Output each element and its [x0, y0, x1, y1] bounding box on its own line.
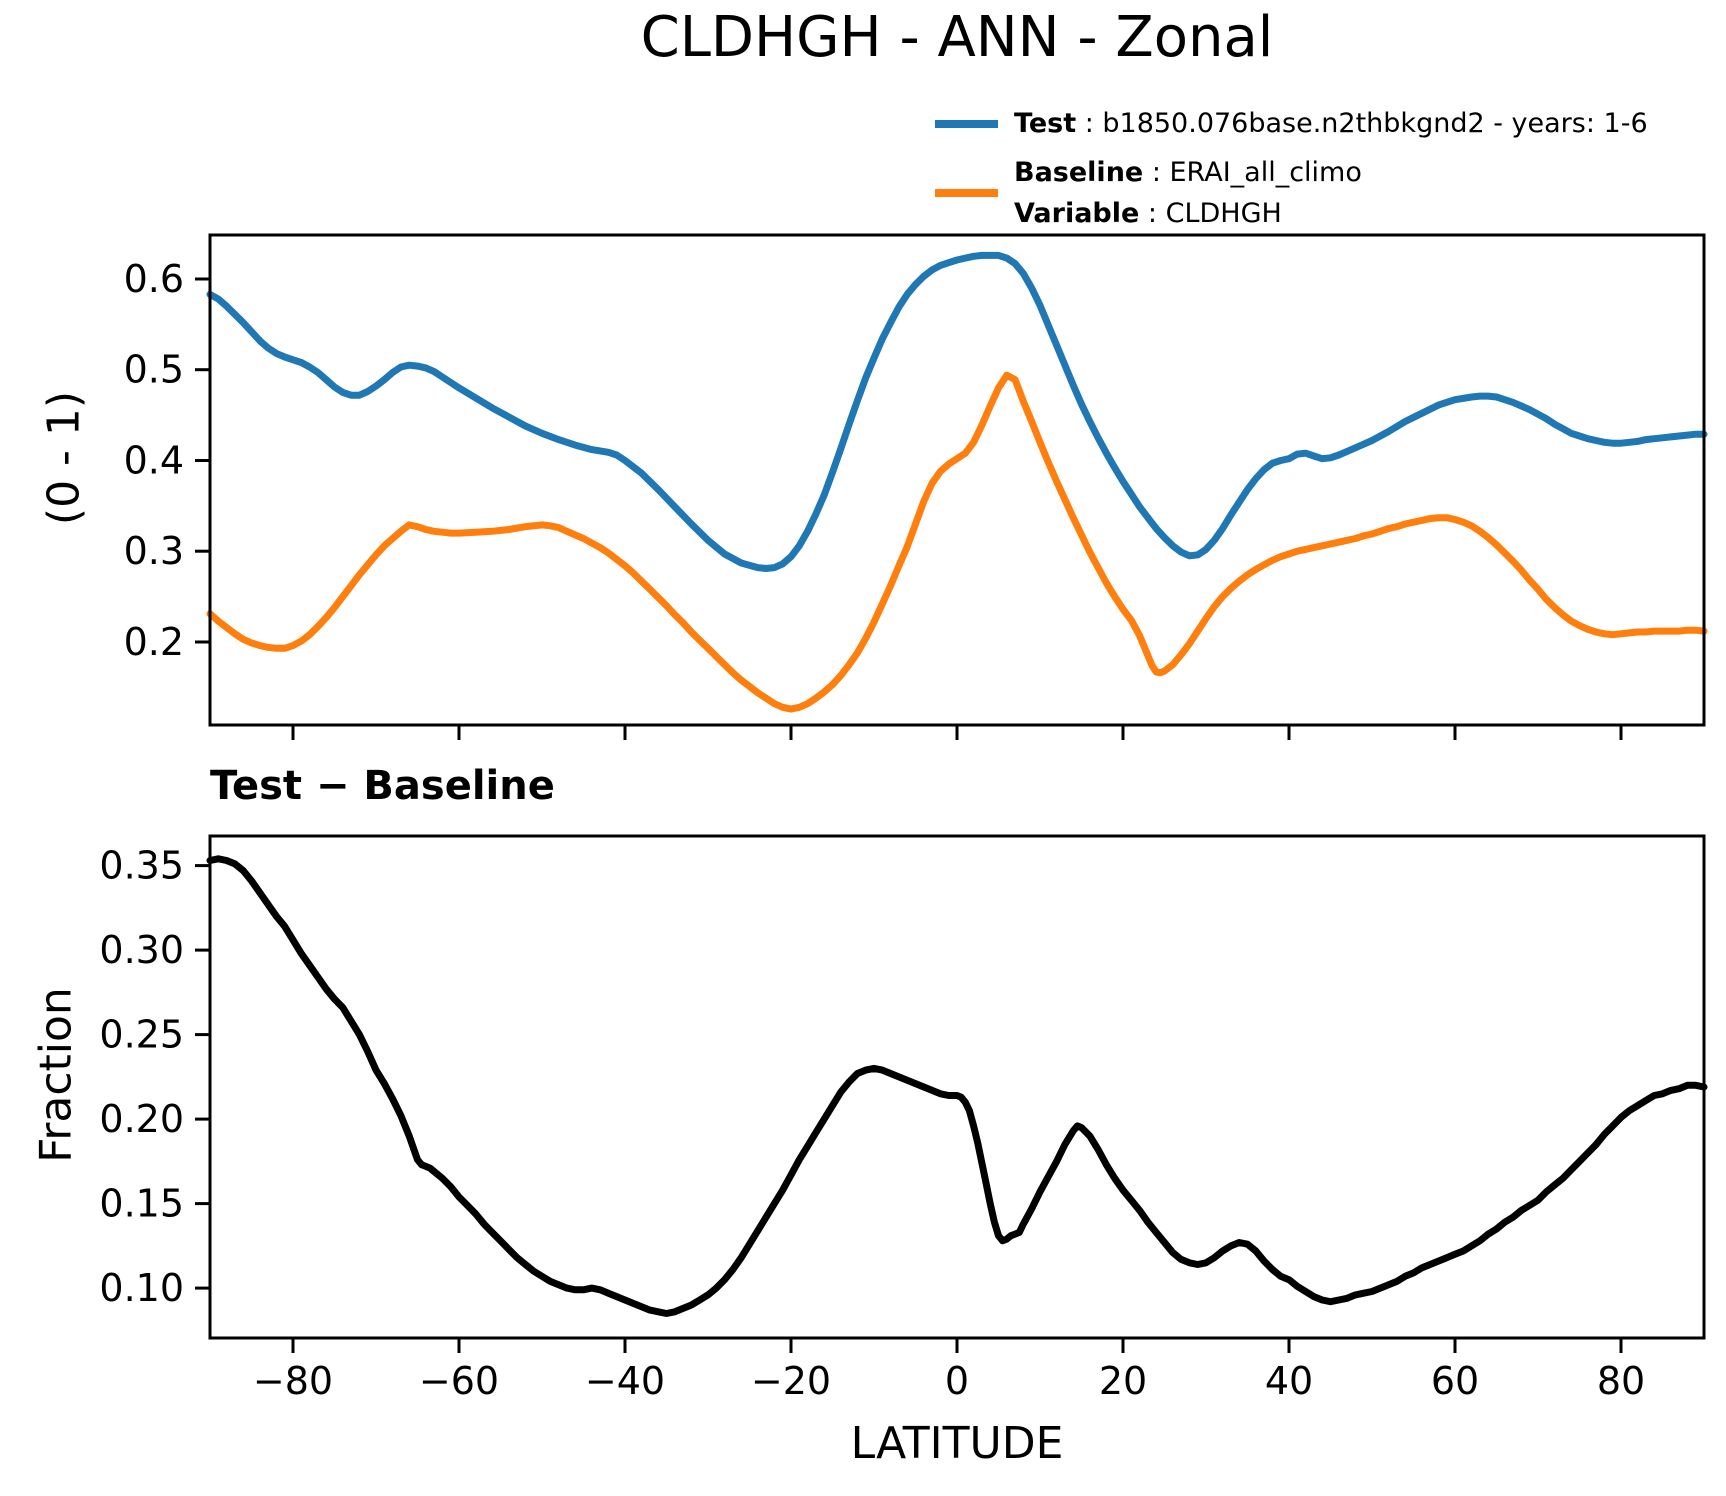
legend-test-label: Test : b1850.076base.n2thbkgnd2 - years:…: [1014, 108, 1648, 139]
svg-text:0.6: 0.6: [124, 257, 184, 301]
legend-item-test: Test : b1850.076base.n2thbkgnd2 - years:…: [935, 104, 1648, 144]
svg-text:0.25: 0.25: [99, 1013, 184, 1057]
svg-text:−80: −80: [253, 1359, 333, 1403]
svg-text:−40: −40: [585, 1359, 665, 1403]
legend-item-baseline: Baseline : ERAI_all_climo Variable : CLD…: [935, 152, 1648, 234]
svg-text:−60: −60: [419, 1359, 499, 1403]
test-line-swatch: [935, 120, 998, 128]
legend-baseline-block: Baseline : ERAI_all_climo Variable : CLD…: [1014, 152, 1362, 234]
svg-text:0.35: 0.35: [99, 844, 184, 888]
svg-text:0.2: 0.2: [124, 620, 184, 664]
difference-plot-title: Test − Baseline: [210, 763, 555, 809]
legend-variable-label: Variable : CLDHGH: [1014, 198, 1282, 229]
svg-text:80: 80: [1597, 1359, 1645, 1403]
svg-text:60: 60: [1431, 1359, 1479, 1403]
svg-text:0: 0: [945, 1359, 969, 1403]
svg-text:0.5: 0.5: [124, 348, 184, 392]
svg-text:40: 40: [1265, 1359, 1313, 1403]
svg-text:0.3: 0.3: [124, 529, 184, 573]
bottom-plot: −80 −60 −40 −20 0 20 40 60 80 0.10 0.15 0.20 0.25 0.3…: [99, 834, 1708, 1403]
top-plot-y-axis-label: (0 - 1): [38, 390, 90, 526]
svg-text:20: 20: [1099, 1359, 1147, 1403]
x-axis-label: LATITUDE: [850, 1418, 1064, 1469]
bottom-plot-y-axis-label: Fraction: [30, 987, 82, 1163]
legend-baseline-label: Baseline : ERAI_all_climo: [1014, 157, 1362, 188]
legend: Test : b1850.076base.n2thbkgnd2 - years:…: [935, 104, 1648, 242]
svg-text:0.20: 0.20: [99, 1097, 184, 1141]
svg-text:−20: −20: [751, 1359, 831, 1403]
svg-text:0.4: 0.4: [124, 439, 184, 483]
baseline-line-swatch: [935, 189, 998, 197]
svg-text:0.10: 0.10: [99, 1266, 184, 1310]
chart-title: CLDHGH - ANN - Zonal: [640, 5, 1274, 70]
svg-text:0.15: 0.15: [99, 1182, 184, 1226]
top-plot: 0.2 0.3 0.4 0.5 0.6: [124, 233, 1708, 740]
svg-text:0.30: 0.30: [99, 928, 184, 972]
